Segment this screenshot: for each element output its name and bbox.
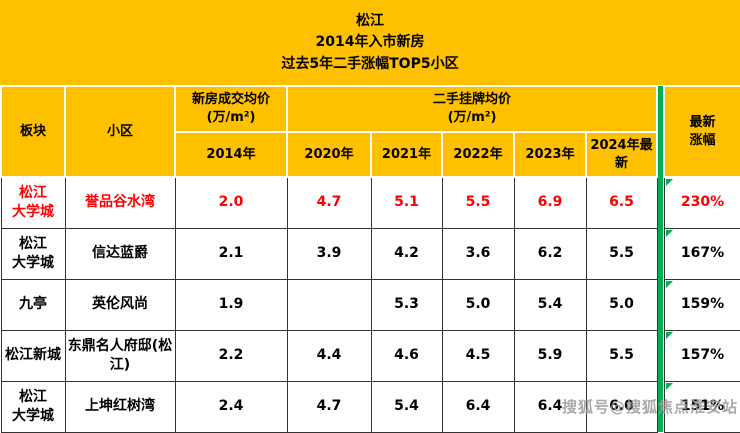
cell-price-2021: 4.2 (370, 227, 443, 280)
cell-price-2022: 5.0 (441, 278, 515, 331)
cell-price-2021: 4.6 (370, 329, 443, 382)
cell-price-2022: 3.6 (441, 227, 515, 280)
increase-value: 167% (680, 245, 725, 262)
cell-block: 松江 大学城 (0, 380, 66, 433)
table-title: 松江 2014年入市新房 过去5年二手涨幅TOP5小区 (0, 0, 740, 85)
cell-price-2020: 4.7 (286, 380, 372, 433)
cell-increase: 167% (663, 227, 740, 280)
header-community: 小区 (64, 85, 176, 178)
cell-price-2020: 4.4 (286, 329, 372, 382)
table-row: 松江 大学城 信达蓝爵 2.1 3.9 4.2 3.6 6.2 5.5 167% (0, 227, 740, 280)
cell-price-2014: 2.1 (174, 227, 288, 280)
cell-block: 松江 大学城 (0, 176, 66, 229)
cell-price-2024: 5.5 (585, 329, 658, 382)
green-divider-strip (657, 86, 665, 432)
cell-increase: 159% (663, 278, 740, 331)
text-format-flag-icon (665, 331, 673, 339)
increase-value: 157% (680, 347, 725, 364)
cell-price-2021: 5.3 (370, 278, 443, 331)
title-line-region: 松江 (356, 13, 384, 30)
cell-price-2024: 6.5 (585, 176, 658, 229)
cell-block: 松江新城 (0, 329, 66, 382)
text-format-flag-icon (665, 382, 673, 390)
title-line-cohort: 2014年入市新房 (315, 34, 425, 51)
title-line-topic: 过去5年二手涨幅TOP5小区 (281, 55, 459, 72)
cell-community: 东鼎名人府邸(松江) (64, 329, 176, 382)
cell-community: 英伦风尚 (64, 278, 176, 331)
cell-price-2023: 6.4 (513, 380, 587, 433)
cell-price-2024: 6.0 (585, 380, 658, 433)
text-format-flag-icon (665, 229, 673, 237)
text-format-flag-icon (665, 179, 673, 186)
cell-price-2014: 2.2 (174, 329, 288, 382)
header-year-2022: 2022年 (441, 131, 515, 178)
header-new-price: 新房成交均价 (万/m²) (174, 85, 288, 133)
table-row: 九亭 英伦风尚 1.9 5.3 5.0 5.4 5.0 159% (0, 278, 740, 331)
cell-price-2023: 5.9 (513, 329, 587, 382)
cell-price-2023: 5.4 (513, 278, 587, 331)
cell-community: 誉品谷水湾 (64, 176, 176, 229)
increase-value: 159% (680, 296, 725, 313)
table-row: 松江 大学城 誉品谷水湾 2.0 4.7 5.1 5.5 6.9 6.5 230… (0, 176, 740, 229)
cell-price-2023: 6.9 (513, 176, 587, 229)
top5-growth-table: 板块 小区 新房成交均价 (万/m²) 二手挂牌均价 (万/m²) 最新 涨幅 … (0, 85, 740, 433)
cell-price-2020: 4.7 (286, 176, 372, 229)
cell-community: 上坤红树湾 (64, 380, 176, 433)
sohu-watermark: 搜狐号@搜狐焦点淮安站 (561, 398, 738, 416)
header-year-2024: 2024年最新 (584, 131, 659, 178)
cell-price-2023: 6.2 (513, 227, 587, 280)
cell-price-2024: 5.0 (585, 278, 658, 331)
cell-price-2020: 3.9 (286, 227, 372, 280)
cell-increase: 151% (663, 380, 740, 433)
header-year-2021: 2021年 (370, 131, 443, 178)
header-secondhand-price: 二手挂牌均价 (万/m²) (285, 85, 659, 133)
cell-block: 九亭 (0, 278, 66, 331)
header-year-2014: 2014年 (174, 131, 288, 178)
cell-price-2014: 1.9 (174, 278, 288, 331)
header-year-2023: 2023年 (513, 131, 587, 178)
header-row-1: 板块 小区 新房成交均价 (万/m²) 二手挂牌均价 (万/m²) 最新 涨幅 (0, 85, 740, 432)
header-row-2: 2014年 2020年 2021年 2022年 2023年 2024年最新 (1, 131, 740, 178)
header-year-2020: 2020年 (286, 131, 372, 178)
cell-price-2021: 5.1 (370, 176, 443, 229)
cell-price-2022: 5.5 (441, 176, 515, 229)
cell-price-2021: 5.4 (370, 380, 443, 433)
cell-price-2020 (286, 278, 372, 331)
cell-increase: 230% (663, 176, 740, 229)
cell-price-2022: 6.4 (441, 380, 515, 433)
cell-community: 信达蓝爵 (64, 227, 176, 280)
cell-increase: 157% (663, 329, 740, 382)
header-block: 板块 (0, 85, 66, 178)
text-format-flag-icon (665, 280, 673, 288)
cell-price-2014: 2.4 (174, 380, 288, 433)
table-row: 松江 大学城 上坤红树湾 2.4 4.7 5.4 6.4 6.4 6.0 151… (0, 380, 740, 433)
increase-value: 230% (680, 194, 725, 211)
cell-price-2024: 5.5 (585, 227, 658, 280)
cell-price-2014: 2.0 (174, 176, 288, 229)
increase-value: 151% (680, 398, 725, 415)
table-row: 松江新城 东鼎名人府邸(松江) 2.2 4.4 4.6 4.5 5.9 5.5 … (0, 329, 740, 382)
cell-price-2022: 4.5 (441, 329, 515, 382)
header-latest-increase: 最新 涨幅 (663, 85, 740, 178)
cell-block: 松江 大学城 (0, 227, 66, 280)
